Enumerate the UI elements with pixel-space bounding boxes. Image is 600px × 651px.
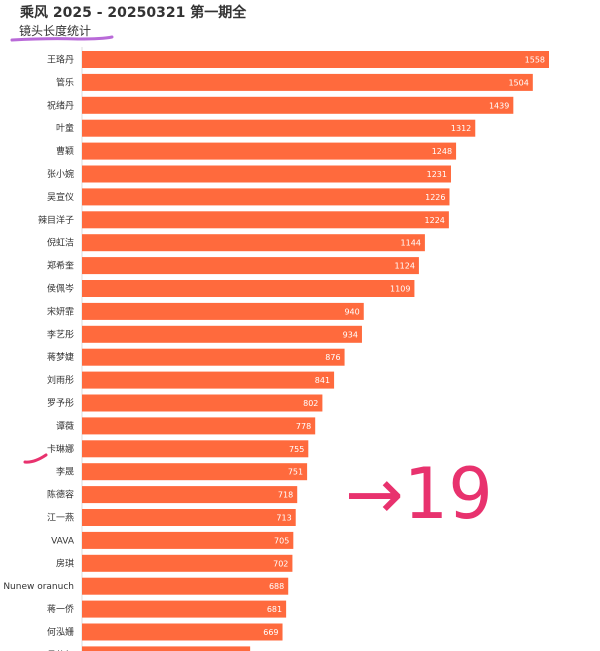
- category-label: 侯佩岑: [47, 283, 74, 295]
- category-label: 曹颖: [56, 145, 74, 157]
- category-label: 祝绪丹: [47, 99, 74, 111]
- category-label: 叶童: [56, 122, 74, 134]
- bar: [82, 302, 364, 320]
- bar: [82, 142, 457, 160]
- category-label: 蒋梦婕: [47, 351, 74, 363]
- chart-title: 乘风 2025 - 20250321 第一期全: [20, 5, 247, 21]
- bar: [82, 119, 476, 137]
- value-label: 802: [303, 399, 318, 408]
- value-label: 681: [267, 605, 282, 614]
- bar: [82, 440, 309, 458]
- category-label: 房琪: [56, 557, 74, 569]
- category-label: 王珞丹: [47, 54, 74, 66]
- value-label: 751: [288, 468, 303, 477]
- category-label: 倪虹洁: [47, 237, 74, 249]
- subtitle-underline-mark: [10, 35, 114, 42]
- bar: [82, 646, 251, 651]
- value-label: 1558: [525, 56, 545, 65]
- value-label: 705: [274, 536, 289, 545]
- value-label: 702: [273, 559, 288, 568]
- annotation-text: →19: [345, 453, 493, 535]
- category-label: 刘雨彤: [47, 374, 74, 386]
- value-label: 940: [344, 307, 359, 316]
- value-label: 1224: [425, 216, 445, 225]
- bar: [82, 509, 296, 526]
- bar: [82, 96, 514, 114]
- bar: [82, 234, 425, 252]
- category-label: 辣目洋子: [38, 214, 74, 226]
- bar: [82, 417, 316, 435]
- category-label: VAVA: [51, 536, 75, 546]
- value-label: 778: [296, 422, 311, 431]
- bar: [82, 600, 287, 618]
- category-label: 管乐: [56, 76, 74, 88]
- bar: [82, 325, 362, 343]
- value-label: 876: [325, 353, 340, 362]
- value-label: 1248: [432, 147, 452, 156]
- handwritten-annotation: →19: [345, 453, 493, 535]
- category-label: 吕静如: [47, 649, 74, 651]
- bar: [82, 165, 451, 183]
- value-label: 1124: [395, 262, 415, 271]
- value-label: 713: [276, 514, 291, 523]
- bar: [82, 463, 308, 481]
- value-label: 718: [278, 491, 293, 500]
- category-label: 李艺彤: [47, 328, 74, 340]
- value-label: 841: [315, 376, 330, 385]
- bar: [82, 531, 294, 549]
- value-label: 1231: [427, 170, 447, 179]
- category-label: 张小婉: [47, 168, 74, 180]
- category-label: Nunew oranuch: [3, 582, 74, 592]
- bar: [82, 73, 533, 91]
- value-label: 688: [269, 582, 284, 591]
- category-label: 蒋一侨: [47, 603, 74, 615]
- bar: [82, 394, 323, 412]
- tick-mark: [23, 453, 48, 464]
- bar: [82, 577, 289, 595]
- bar: [82, 554, 293, 572]
- category-label: 李晟: [56, 466, 74, 478]
- category-label: 罗予彤: [47, 398, 74, 409]
- value-label: 1312: [451, 124, 471, 133]
- bar: [82, 280, 415, 297]
- bar: [82, 188, 450, 206]
- category-label: 谭薇: [56, 420, 74, 432]
- bar: [82, 371, 335, 389]
- value-label: 934: [343, 330, 358, 339]
- category-label: 宋妍霏: [47, 305, 74, 317]
- bar: [82, 623, 283, 641]
- value-label: 1226: [425, 193, 445, 202]
- chart-subtitle: 镜头长度统计: [19, 24, 92, 38]
- value-label: 1109: [390, 285, 410, 294]
- value-label: 669: [263, 628, 278, 637]
- bar: [82, 257, 419, 275]
- value-label: 1504: [508, 78, 528, 87]
- category-label: 吴宣仪: [47, 191, 74, 203]
- category-label: 陈德容: [47, 489, 74, 501]
- category-label: 郑希奎: [47, 260, 74, 272]
- category-label: 江一燕: [47, 512, 74, 524]
- bar: [82, 348, 345, 366]
- category-label: 卡琳娜: [47, 443, 74, 455]
- bar: [82, 211, 449, 229]
- value-label: 1439: [489, 101, 509, 110]
- value-label: 1144: [401, 239, 421, 248]
- category-label: 何泓姗: [47, 626, 74, 638]
- value-label: 755: [289, 445, 304, 454]
- bar: [82, 486, 298, 504]
- bar: [82, 51, 549, 68]
